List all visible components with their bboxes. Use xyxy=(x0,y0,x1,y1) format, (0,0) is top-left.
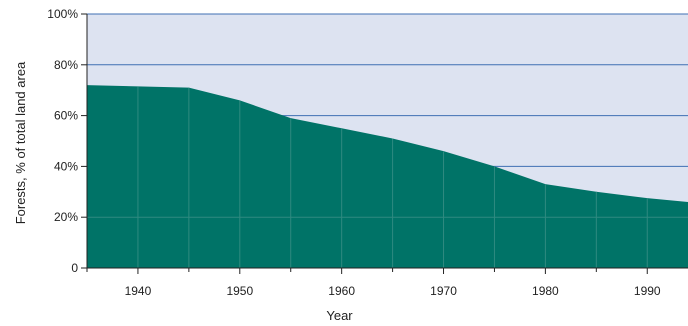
y-axis-title: Forests, % of total land area xyxy=(13,61,28,224)
x-tick-label: 1980 xyxy=(532,284,559,298)
x-tick-label: 1970 xyxy=(430,284,457,298)
x-tick-label: 1990 xyxy=(634,284,661,298)
x-tick-label: 1950 xyxy=(226,284,253,298)
y-axis-ticks: 0 20% 40% 60% 80% 100% xyxy=(47,7,87,275)
y-tick-label: 20% xyxy=(54,210,78,224)
x-tick-label: 1940 xyxy=(125,284,152,298)
y-tick-label: 100% xyxy=(47,7,78,21)
y-tick-label: 60% xyxy=(54,109,78,123)
y-tick-label: 0 xyxy=(71,261,78,275)
axes xyxy=(86,14,688,269)
x-axis-title: Year xyxy=(326,308,353,323)
y-tick-label: 80% xyxy=(54,58,78,72)
x-axis-ticks: 1940 1950 1960 1970 1980 1990 xyxy=(86,268,661,298)
forest-area-series xyxy=(87,85,688,269)
y-tick-label: 40% xyxy=(54,159,78,173)
x-tick-label: 1960 xyxy=(328,284,355,298)
vertical-gridlines xyxy=(87,86,688,268)
